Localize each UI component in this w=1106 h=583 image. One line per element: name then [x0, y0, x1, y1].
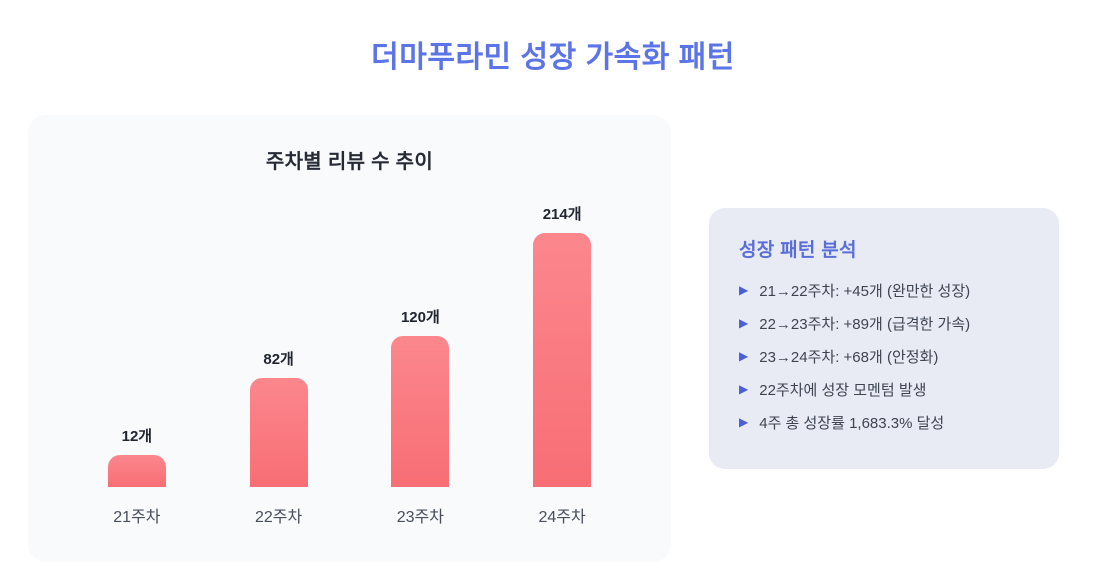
analysis-item: ▶ 23→24주차: +68개 (안정화) — [739, 347, 1029, 366]
bar-value-label: 214개 — [542, 206, 582, 223]
analysis-item-text: 22→23주차: +89개 (급격한 가속) — [759, 315, 971, 333]
triangle-bullet-icon: ▶ — [739, 349, 749, 363]
bar-column: 214개 24주차 — [533, 203, 592, 526]
triangle-bullet-icon: ▶ — [739, 415, 749, 429]
analysis-item: ▶ 21→22주차: +45개 (완만한 성장) — [739, 281, 1029, 300]
x-axis-label: 24주차 — [538, 509, 586, 526]
chart-bar — [533, 233, 592, 487]
bar-value-label: 120개 — [400, 309, 440, 326]
analysis-item: ▶ 4주 총 성장률 1,683.3% 달성 — [739, 413, 1029, 432]
bar-column: 12개 21주차 — [107, 425, 166, 526]
analysis-list: ▶ 21→22주차: +45개 (완만한 성장) ▶ 22→23주차: +89개 (급… — [739, 281, 1029, 432]
analysis-item: ▶ 22주차에 성장 모멘텀 발생 — [739, 380, 1029, 399]
bar-value-label: 12개 — [121, 428, 153, 445]
bar-column: 82개 22주차 — [249, 348, 308, 526]
analysis-title: 성장 패턴 분석 — [739, 240, 857, 261]
x-axis-label: 21주차 — [113, 509, 161, 526]
bar-column: 120개 23주차 — [391, 306, 450, 526]
bar-value-label: 82개 — [263, 351, 294, 368]
analysis-item: ▶ 22→23주차: +89개 (급격한 가속) — [739, 314, 1029, 333]
triangle-bullet-icon: ▶ — [739, 316, 749, 330]
analysis-item-text: 4주 총 성장률 1,683.3% 달성 — [759, 414, 945, 432]
chart-title: 주차별 리뷰 수 추이 — [265, 151, 434, 173]
x-axis-label: 23주차 — [396, 509, 444, 526]
page-title: 더마푸라민 성장 가속화 패턴 — [371, 41, 735, 74]
analysis-panel: 성장 패턴 분석 ▶ 21→22주차: +45개 (완만한 성장) ▶ 22→23주차… — [709, 208, 1059, 469]
triangle-bullet-icon: ▶ — [739, 382, 749, 396]
triangle-bullet-icon: ▶ — [739, 283, 749, 297]
chart-card: 주차별 리뷰 수 추이 12개 21주차 82개 22주차 120개 23주차 214개 24… — [28, 115, 671, 562]
chart-bar — [107, 455, 166, 487]
bars-area: 12개 21주차 82개 22주차 120개 23주차 214개 24주차 — [66, 115, 633, 526]
chart-bar — [249, 378, 308, 487]
x-axis-label: 22주차 — [255, 509, 303, 526]
analysis-item-text: 22주차에 성장 모멘텀 발생 — [759, 381, 927, 399]
analysis-item-text: 23→24주차: +68개 (안정화) — [759, 348, 939, 366]
analysis-item-text: 21→22주차: +45개 (완만한 성장) — [759, 282, 971, 300]
chart-bar — [391, 336, 450, 487]
